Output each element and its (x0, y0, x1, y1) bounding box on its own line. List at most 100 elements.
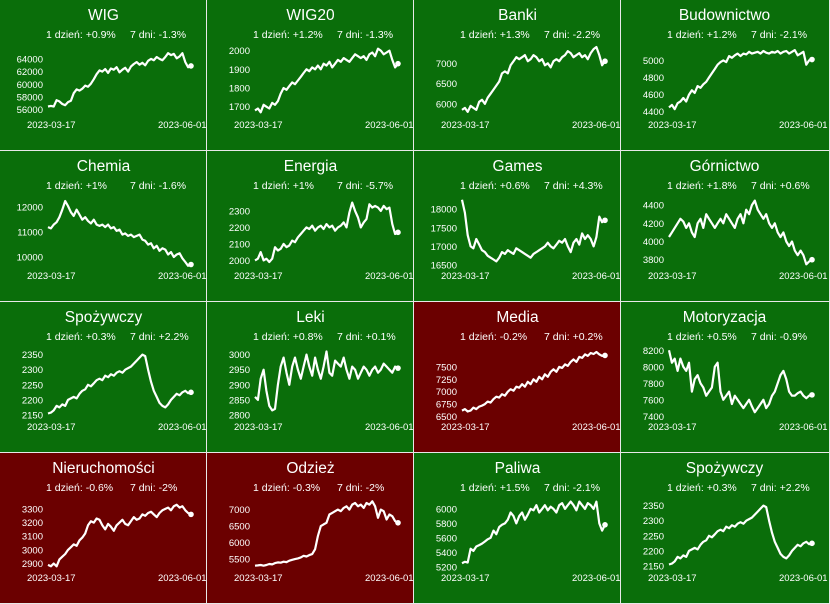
chart-title: Odzież (286, 460, 334, 477)
y-tick-label: 2350 (643, 501, 664, 512)
x-start-date: 2023-03-17 (234, 271, 283, 282)
change-1-day: 1 dzień: +0.8% (253, 331, 323, 343)
y-tick-label: 58000 (17, 92, 43, 103)
last-value-marker (809, 392, 815, 398)
y-tick-label: 4600 (643, 90, 664, 101)
chart-title: Media (496, 309, 539, 326)
last-value-marker (188, 389, 194, 396)
sector-chart-svg: Budownictwo 1 dzień: +1.2% 7 dni: -2.1% 440… (643, 7, 828, 131)
y-tick-label: 7250 (436, 375, 457, 386)
x-end-date: 2023-06-01 (779, 422, 828, 433)
y-tick-label: 2800 (229, 410, 250, 421)
sector-chart-svg: Energia 1 dzień: +1% 7 dni: -5.7% 2000 2100 2… (229, 158, 413, 282)
sector-chart-svg: Nieruchomości 1 dzień: -0.6% 7 dni: -2% 290… (22, 460, 207, 584)
y-tick-label: 12000 (17, 203, 43, 214)
y-tick-label: 2350 (22, 350, 43, 361)
x-end-date: 2023-06-01 (572, 120, 621, 131)
price-line (461, 350, 606, 413)
x-start-date: 2023-03-17 (648, 120, 697, 131)
x-start-date: 2023-03-17 (648, 573, 697, 584)
y-tick-label: 2200 (229, 223, 250, 234)
change-7-days: 7 dni: -2.1% (544, 482, 600, 494)
price-line (254, 201, 399, 264)
x-end-date: 2023-06-01 (158, 573, 207, 584)
change-7-days: 7 dni: +0.6% (751, 180, 810, 192)
change-1-day: 1 dzień: -0.3% (253, 482, 320, 494)
y-tick-label: 17000 (431, 242, 457, 253)
y-tick-label: 2300 (229, 206, 250, 217)
sector-panel-15: Spożywczy 1 dzień: +0.3% 7 dni: +2.2% 2150 2… (621, 453, 830, 604)
sector-chart-svg: WIG20 1 dzień: +1.2% 7 dni: -1.3% 1700 1800 1… (229, 7, 413, 131)
chart-title: Banki (498, 7, 537, 24)
y-tick-label: 3100 (22, 532, 43, 543)
change-1-day: 1 dzień: +1.5% (460, 482, 530, 494)
x-end-date: 2023-06-01 (158, 271, 207, 282)
y-tick-label: 2300 (643, 516, 664, 527)
x-end-date: 2023-06-01 (779, 271, 828, 282)
x-start-date: 2023-03-17 (234, 120, 283, 131)
y-tick-label: 6750 (436, 400, 457, 411)
y-tick-label: 6500 (229, 522, 250, 533)
x-start-date: 2023-03-17 (27, 573, 76, 584)
price-line (668, 48, 813, 111)
change-1-day: 1 dzień: +0.3% (46, 331, 116, 343)
change-1-day: 1 dzień: +1.2% (667, 29, 737, 41)
y-tick-label: 4400 (643, 107, 664, 118)
change-1-day: 1 dzień: +0.6% (460, 180, 530, 192)
x-start-date: 2023-03-17 (234, 422, 283, 433)
price-line (668, 199, 813, 266)
change-7-days: 7 dni: -1.6% (130, 180, 186, 192)
change-7-days: 7 dni: -0.9% (751, 331, 807, 343)
y-tick-label: 16500 (431, 261, 457, 272)
sector-panel-3: Budownictwo 1 dzień: +1.2% 7 dni: -2.1% 440… (621, 0, 830, 151)
sector-chart-svg: Banki 1 dzień: +1.3% 7 dni: -2.2% 6000 6500 7… (436, 7, 621, 131)
y-tick-label: 4800 (643, 73, 664, 84)
last-value-marker (809, 540, 815, 547)
change-7-days: 7 dni: -1.3% (337, 29, 393, 41)
y-tick-label: 8000 (643, 362, 664, 373)
last-value-marker (395, 229, 401, 236)
y-tick-label: 8200 (643, 346, 664, 357)
last-value-marker (188, 261, 194, 268)
y-tick-label: 2000 (229, 46, 250, 57)
chart-title: Games (493, 158, 543, 175)
chart-title: Leki (296, 309, 324, 326)
last-value-marker (602, 522, 608, 528)
y-tick-label: 2900 (229, 380, 250, 391)
sector-panel-10: Media 1 dzień: -0.2% 7 dni: +0.2% 6500 6750 7… (414, 302, 621, 453)
chart-title: Górnictwo (690, 158, 760, 175)
chart-title: Chemia (77, 158, 131, 175)
price-line (254, 500, 399, 567)
sector-panel-1: WIG20 1 dzień: +1.2% 7 dni: -1.3% 1700 1800 1… (207, 0, 414, 151)
change-1-day: 1 dzień: -0.6% (46, 482, 113, 494)
y-tick-label: 6500 (436, 79, 457, 90)
y-tick-label: 6000 (436, 504, 457, 515)
x-start-date: 2023-03-17 (441, 271, 490, 282)
sector-panel-4: Chemia 1 dzień: +1% 7 dni: -1.6% 10000 11000… (0, 151, 207, 302)
y-tick-label: 1700 (229, 102, 250, 113)
price-line (47, 52, 192, 108)
price-line (460, 199, 606, 263)
price-line (461, 500, 606, 565)
x-start-date: 2023-03-17 (441, 573, 490, 584)
change-7-days: 7 dni: -1.3% (130, 29, 186, 41)
change-1-day: 1 dzień: +1.2% (253, 29, 323, 41)
y-tick-label: 7600 (643, 395, 664, 406)
y-tick-label: 4000 (643, 237, 664, 248)
chart-title: Paliwa (495, 460, 541, 477)
x-start-date: 2023-03-17 (648, 271, 697, 282)
y-tick-label: 60000 (17, 80, 43, 91)
y-tick-label: 6500 (436, 412, 457, 423)
y-tick-label: 2950 (229, 365, 250, 376)
change-1-day: 1 dzień: +0.9% (46, 29, 116, 41)
y-tick-label: 5500 (229, 555, 250, 566)
x-start-date: 2023-03-17 (648, 422, 697, 433)
x-start-date: 2023-03-17 (27, 422, 76, 433)
y-tick-label: 6000 (229, 538, 250, 549)
x-end-date: 2023-06-01 (572, 573, 621, 584)
last-value-marker (602, 58, 608, 65)
y-tick-label: 3000 (229, 350, 250, 361)
